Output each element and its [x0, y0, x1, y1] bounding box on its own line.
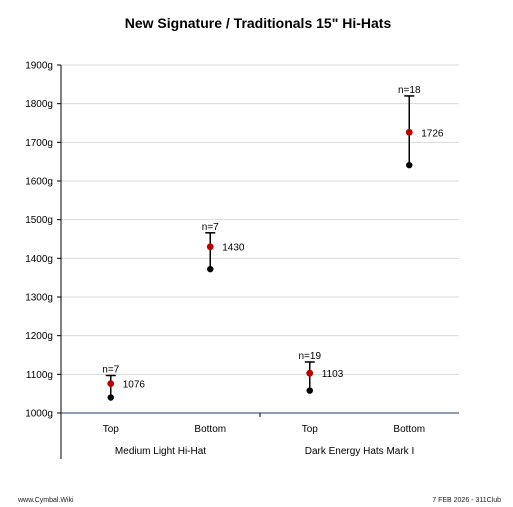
min-point: [306, 387, 313, 394]
y-tick-label: 1200g: [25, 331, 53, 342]
n-count-label: n=18: [398, 85, 421, 96]
mean-point: [107, 380, 115, 388]
mean-data-label: 1076: [123, 380, 146, 391]
y-tick-label: 1800g: [25, 99, 53, 110]
gridlines: [61, 64, 459, 375]
x-group-label: Dark Energy Hats Mark I: [305, 446, 414, 457]
n-count-label: n=7: [202, 222, 219, 233]
min-point: [107, 394, 114, 401]
y-tick-label: 1400g: [25, 254, 53, 265]
n-count-label: n=19: [298, 351, 321, 362]
footer-date: 7 FEB 2026 - 311Club: [432, 497, 501, 504]
x-category-label: Top: [302, 424, 319, 435]
x-group-label: Medium Light Hi-Hat: [115, 446, 206, 457]
footer-source: www.Cymbal.Wiki: [18, 497, 74, 504]
mean-point: [306, 369, 314, 377]
x-category-label: Bottom: [393, 424, 425, 435]
y-tick-label: 1900g: [25, 61, 53, 72]
mean-point: [405, 128, 413, 136]
min-point: [406, 161, 413, 169]
y-tick-label: 1700g: [25, 138, 53, 149]
y-tick-label: 1500g: [25, 215, 53, 226]
min-point: [207, 265, 214, 273]
y-tick-label: 1100g: [26, 370, 53, 381]
y-tick-label: 1000g: [25, 409, 53, 420]
x-category-label: Top: [103, 424, 120, 435]
y-tick-label: 1300g: [25, 293, 53, 304]
y-tick-label: 1600g: [25, 177, 53, 188]
mean-point: [206, 243, 214, 251]
chart-title: New Signature / Traditionals 15" Hi-Hats: [125, 15, 392, 31]
n-count-label: n=7: [102, 364, 119, 375]
mean-data-label: 1103: [322, 369, 344, 380]
axes: 1000g 1100g 1200g 1300g 1400g 1500g 1600g 1700g…: [25, 61, 459, 459]
x-category-label: Bottom: [194, 424, 226, 435]
mean-data-label: 1430: [222, 243, 245, 254]
mean-data-label: 1726: [421, 128, 444, 139]
